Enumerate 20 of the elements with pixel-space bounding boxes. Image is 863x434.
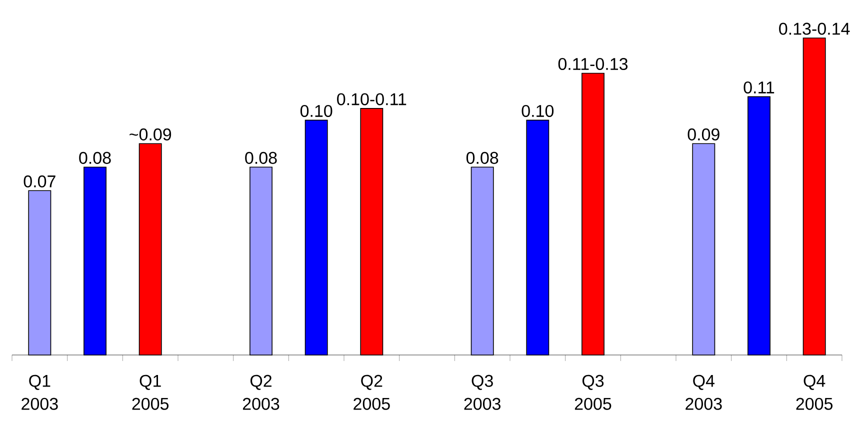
data-label: 0.11-0.13 [558, 58, 628, 70]
data-label: 0.08 [245, 152, 277, 164]
x-tick-label: Q4 2005 [796, 374, 833, 410]
data-label: 0.07 [24, 175, 56, 188]
data-label: ~0.09 [130, 128, 172, 140]
x-tick-label: Q3 2005 [574, 374, 612, 410]
x-tick-label: Q1 2005 [132, 374, 169, 410]
x-tick-label: Q3 2003 [464, 374, 500, 410]
data-label: 0.13-0.14 [779, 22, 850, 35]
data-label: 0.10 [300, 104, 332, 117]
data-label: 0.08 [466, 152, 498, 164]
x-tick-label: Q2 2005 [354, 374, 390, 410]
data-label: 0.11 [744, 81, 774, 94]
data-label: 0.10 [522, 104, 554, 117]
x-tick-label: Q2 2003 [242, 374, 280, 410]
data-label: 0.09 [688, 128, 720, 140]
x-tick-label: Q1 2003 [22, 374, 58, 410]
data-label: 0.10-0.11 [337, 93, 406, 106]
data-label: 0.08 [79, 152, 111, 164]
x-tick-label: Q4 2003 [686, 374, 722, 410]
